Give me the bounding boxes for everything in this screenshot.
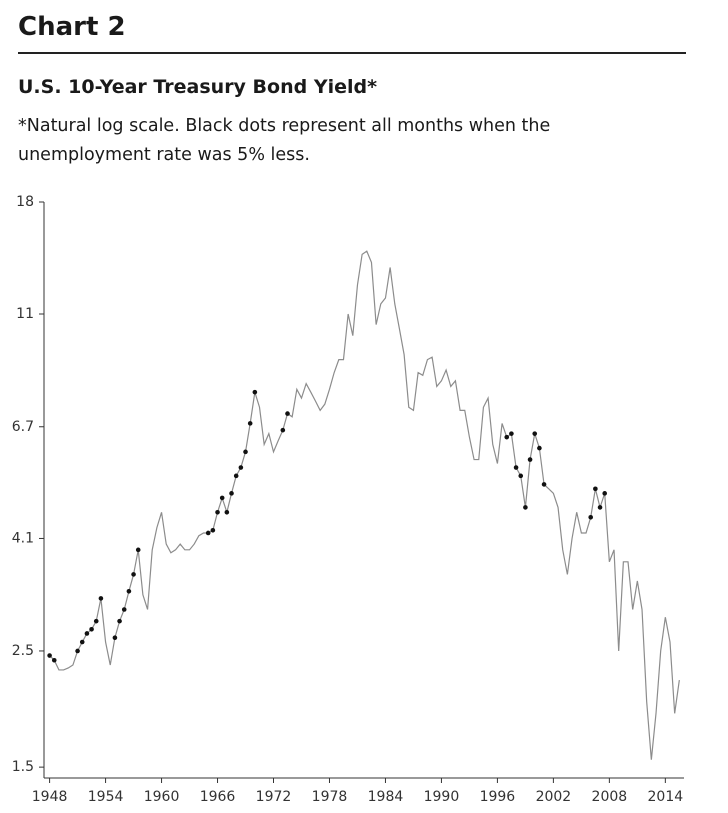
x-tick-label: 1978	[312, 789, 348, 805]
x-tick-label: 1972	[256, 789, 292, 805]
data-dot	[504, 434, 510, 440]
data-dot	[131, 572, 136, 577]
data-dot	[597, 505, 603, 510]
x-tick-label: 2002	[536, 789, 572, 805]
data-dot	[75, 648, 80, 654]
data-dot	[126, 588, 132, 594]
data-dot	[224, 509, 230, 515]
data-dot	[79, 639, 85, 645]
data-dot	[518, 473, 524, 479]
x-tick-label: 1984	[368, 789, 404, 805]
data-dot	[532, 431, 538, 436]
data-dot	[537, 445, 542, 451]
data-dot	[252, 389, 258, 395]
data-dot	[84, 631, 90, 636]
data-dot	[210, 527, 216, 533]
x-tick-label: 2008	[592, 789, 628, 805]
title-rule	[18, 52, 686, 54]
data-dot	[588, 514, 594, 520]
data-dot	[215, 509, 220, 515]
x-tick-label: 1966	[200, 789, 236, 805]
chart-subtitle: U.S. 10-Year Treasury Bond Yield*	[18, 76, 378, 98]
series-line	[49, 250, 680, 760]
data-dot	[541, 482, 547, 487]
data-dot	[602, 491, 607, 496]
x-tick-label: 1960	[144, 789, 180, 805]
data-dot	[523, 505, 528, 510]
data-dot	[98, 596, 104, 601]
data-dot	[51, 657, 57, 663]
data-dot	[47, 653, 52, 658]
data-dot	[112, 635, 118, 641]
data-dot	[593, 486, 598, 492]
x-tick-label: 2014	[648, 789, 684, 805]
x-tick-label: 1990	[424, 789, 460, 805]
y-tick-label: 6.7	[12, 419, 34, 435]
y-tick-label: 11	[16, 306, 34, 322]
data-dot	[229, 491, 234, 496]
data-dot	[219, 495, 225, 501]
x-tick-label: 1948	[32, 789, 68, 805]
data-dot	[121, 607, 127, 612]
data-dot	[233, 473, 239, 479]
data-dot	[117, 618, 122, 624]
data-dot	[238, 465, 244, 470]
data-dot	[527, 457, 533, 462]
chart-note: *Natural log scale. Black dots represent…	[18, 116, 551, 165]
y-tick-label: 18	[16, 194, 34, 210]
data-dot	[285, 411, 290, 416]
data-dot	[89, 626, 94, 632]
y-tick-label: 4.1	[12, 530, 34, 546]
data-dot	[280, 427, 286, 433]
data-dot	[509, 431, 514, 436]
data-dot	[205, 530, 211, 536]
y-tick-label: 1.5	[12, 759, 34, 775]
data-dot	[135, 547, 141, 553]
x-tick-label: 1996	[480, 789, 516, 805]
data-dot	[513, 465, 519, 470]
data-dot	[93, 618, 99, 624]
data-dot	[247, 421, 253, 426]
y-tick-label: 2.5	[12, 643, 34, 659]
chart: 1.5 2.5 4.1 6.7 11 18 1948 1954 1960 1966 1972 1978…	[12, 194, 684, 805]
data-dot	[243, 449, 248, 455]
x-tick-label: 1954	[88, 789, 124, 805]
chart-title: Chart 2	[18, 12, 126, 42]
